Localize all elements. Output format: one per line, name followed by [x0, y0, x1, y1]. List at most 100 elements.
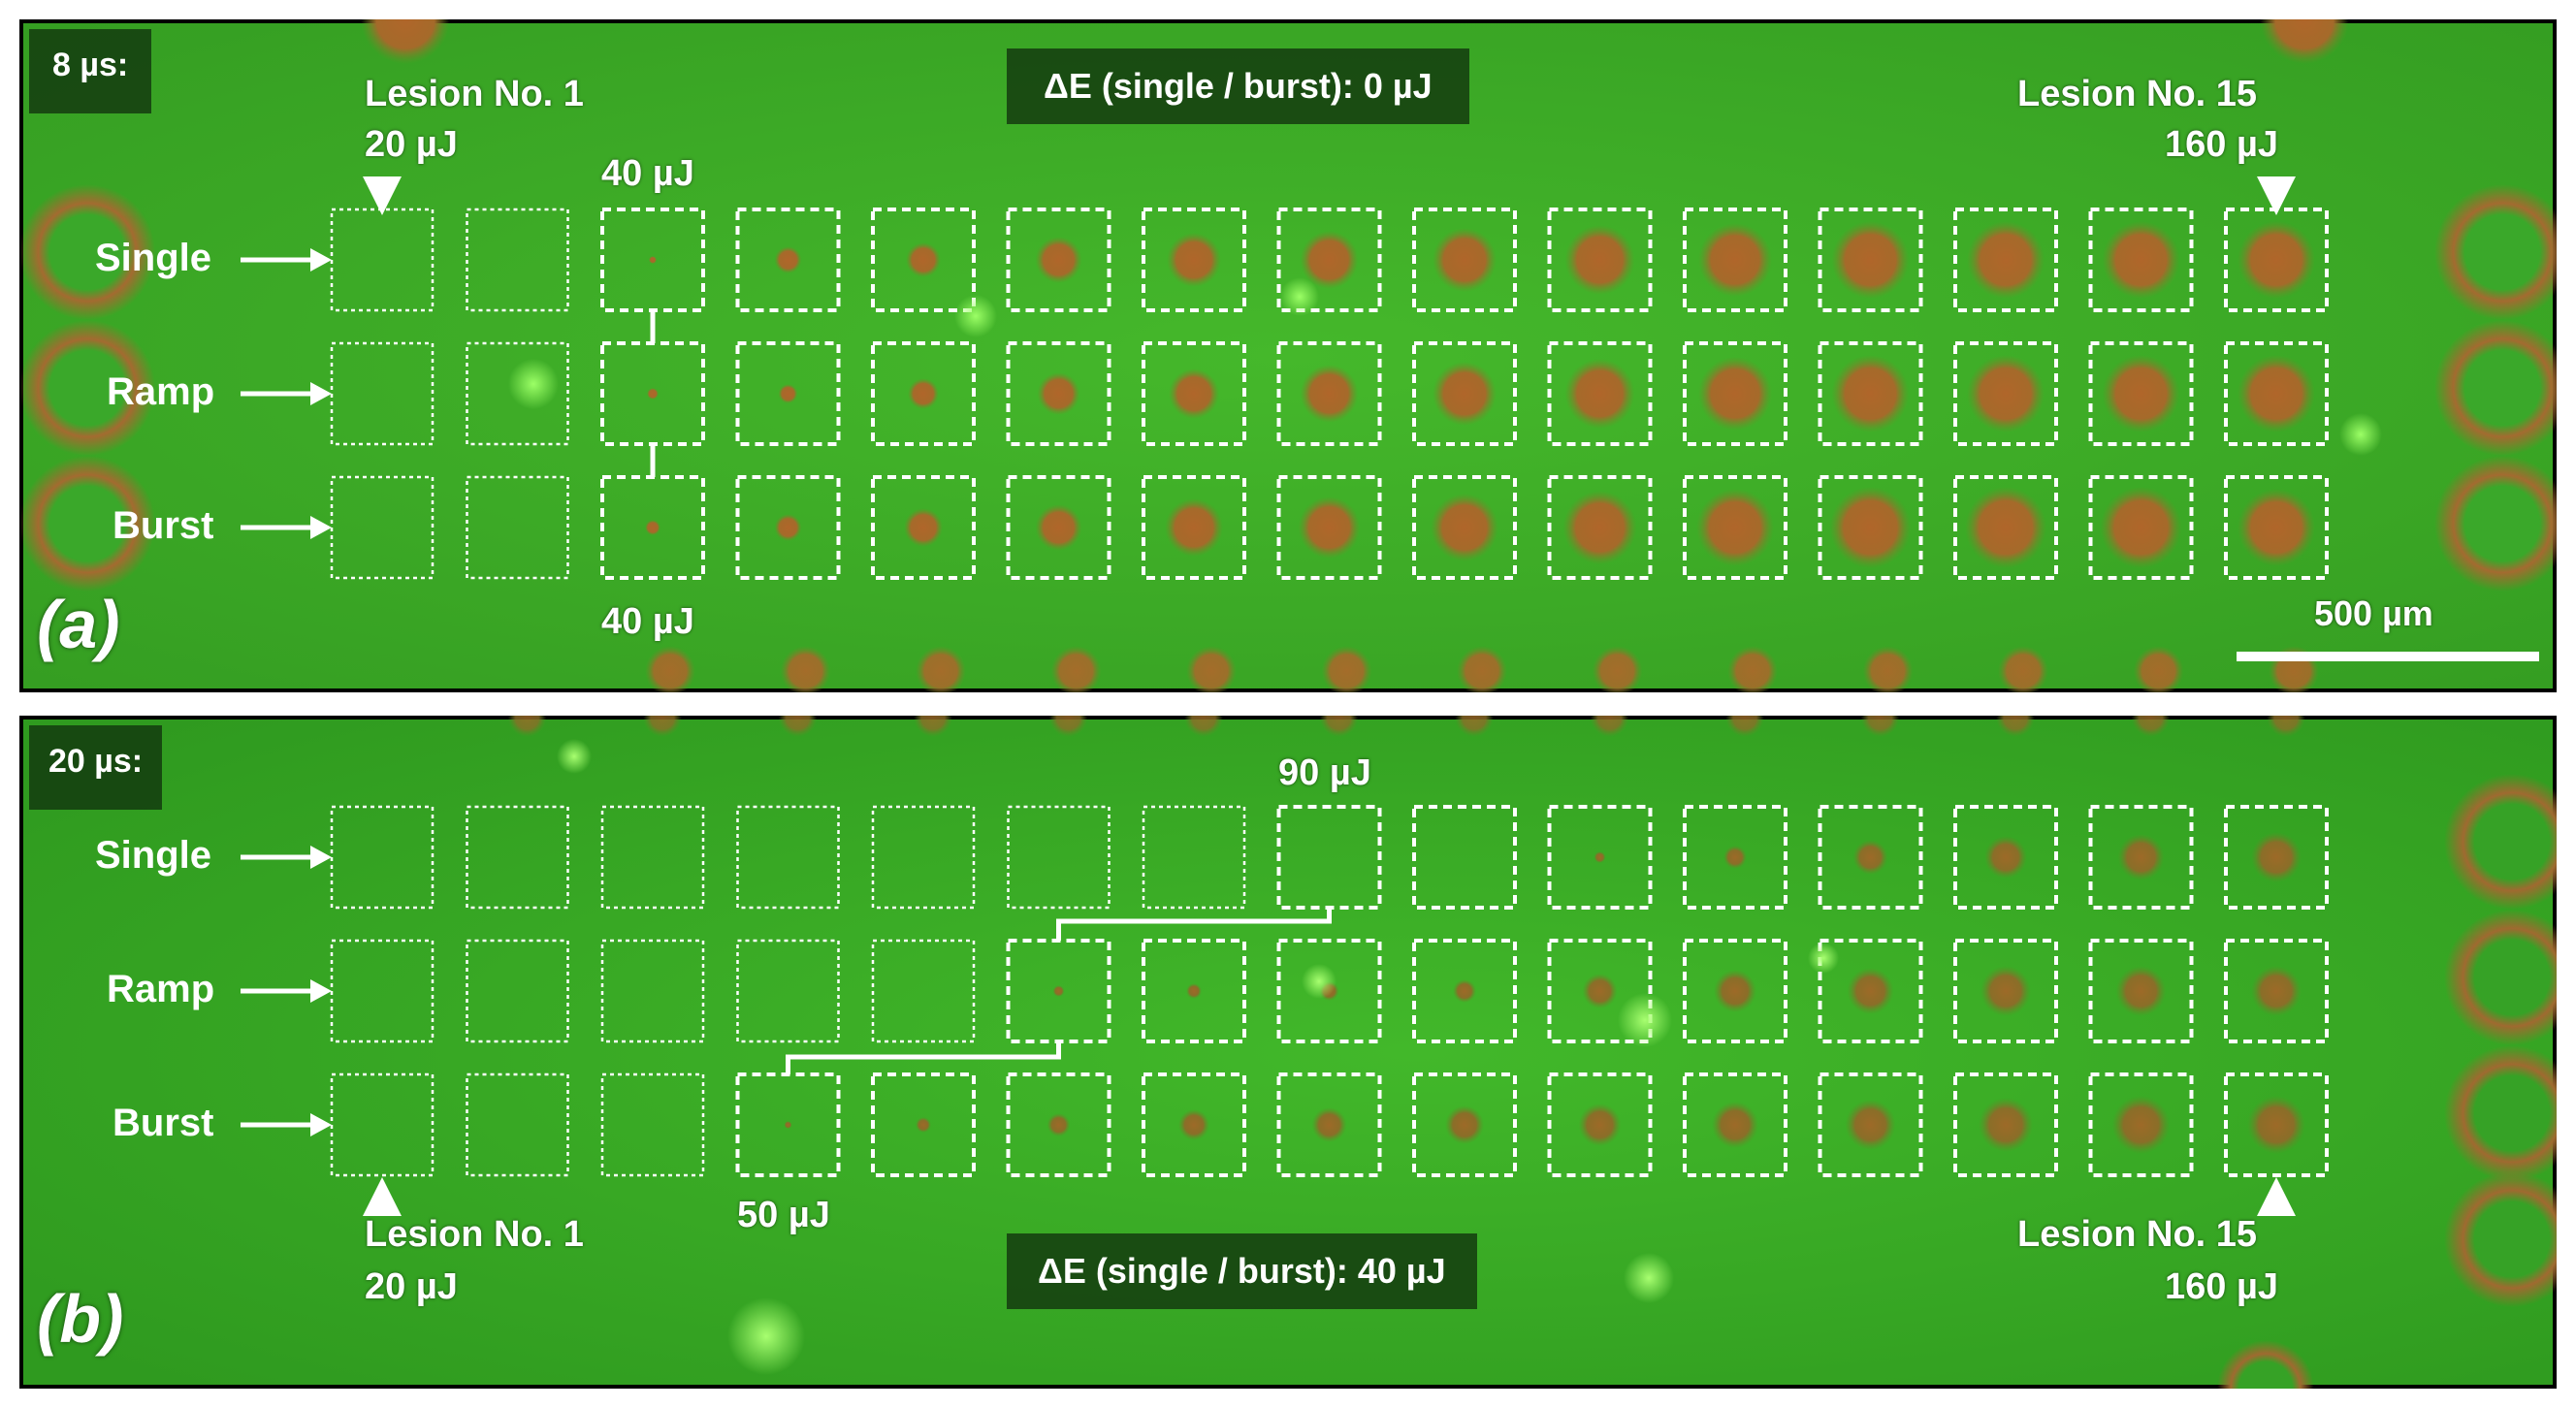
lesion-frame — [1412, 805, 1517, 910]
lesion — [1965, 487, 2046, 568]
lesion — [1578, 1104, 1622, 1146]
lesion-frame — [1818, 208, 1923, 312]
lesion-frame — [1006, 208, 1111, 312]
lesion-frame — [1412, 939, 1517, 1043]
lesion-frame — [2224, 805, 2329, 910]
lesion — [1582, 974, 1618, 1008]
edge-lesion — [1457, 646, 1507, 692]
lesion-frame — [1276, 475, 1382, 580]
ring-artifact — [2434, 456, 2557, 592]
lesion — [1564, 359, 1635, 429]
ring-artifact — [19, 320, 155, 456]
fluorescent-spot — [508, 359, 559, 409]
lesion — [1445, 1105, 1484, 1144]
lesion-frame — [1818, 341, 1923, 446]
ring-artifact — [2444, 1045, 2557, 1181]
lesion — [1698, 223, 1772, 297]
lesion — [906, 242, 941, 277]
pulse-duration-label: 20 µs: — [29, 725, 163, 810]
edge-lesion — [1590, 716, 1629, 737]
lesion — [1696, 489, 1774, 566]
lesion — [2238, 355, 2315, 432]
edge-lesion — [914, 716, 952, 737]
edge-lesion — [1862, 646, 1914, 692]
edge-lesion — [1592, 646, 1643, 692]
fluorescent-spot — [727, 1297, 805, 1375]
lesion — [1562, 491, 1637, 564]
edge-lesion — [1048, 716, 1088, 737]
lesion-frame — [2088, 341, 2194, 446]
lesion — [774, 514, 802, 541]
edge-lesion — [1725, 716, 1764, 737]
lesion-first-marker — [363, 1177, 402, 1216]
lesion-frame — [871, 805, 976, 910]
lesion-frame — [1547, 1072, 1653, 1177]
energy-last-label: 160 µJ — [2165, 1266, 2278, 1307]
panel-sublabel: (b) — [37, 1281, 124, 1357]
lesion-frame — [1142, 1072, 1246, 1177]
row-label-single: Single — [95, 834, 212, 877]
lesion-frame — [871, 939, 976, 1043]
edge-lesion — [643, 716, 682, 737]
delta-e-label: ΔE (single / burst): 40 µJ — [1007, 1233, 1477, 1309]
lesion — [1852, 840, 1888, 875]
lesion — [1698, 357, 1772, 431]
edge-lesion — [507, 716, 547, 737]
lesion — [1845, 1100, 1896, 1150]
lesion — [1052, 985, 1065, 997]
lesion-frame — [466, 805, 569, 910]
lesion-frame — [1953, 939, 2058, 1043]
lesion — [916, 1117, 931, 1133]
lesion — [2117, 834, 2165, 880]
lesion-frame — [1276, 1072, 1382, 1177]
lesion — [1433, 228, 1497, 292]
lesion-frame — [600, 939, 705, 1043]
lesion-last-marker — [2257, 1177, 2296, 1216]
threshold-connector — [1056, 908, 1332, 941]
lesion-frame — [2088, 208, 2194, 312]
lesion-frame — [871, 1072, 976, 1177]
lesion — [1714, 970, 1756, 1012]
lesion-frame — [600, 1072, 705, 1177]
fluorescence-image-a — [19, 19, 2557, 692]
fluorescent-spot — [1808, 943, 1839, 974]
edge-lesion — [916, 646, 966, 692]
lesion — [1300, 365, 1359, 423]
row-arrow-head — [310, 979, 332, 1003]
lesion-frame — [2224, 939, 2329, 1043]
lesion-frame — [466, 208, 569, 312]
lesion-frame — [1412, 475, 1517, 580]
ring-artifact — [2444, 1171, 2557, 1307]
lesion-frame — [1818, 805, 1923, 910]
ring-artifact — [2444, 910, 2557, 1045]
lesion-frame — [1683, 475, 1787, 580]
lesion — [1564, 225, 1635, 295]
ring-artifact — [2444, 774, 2557, 910]
edge-lesion — [1996, 716, 2035, 737]
lesion-first-marker — [363, 176, 402, 215]
lesion — [2247, 1096, 2305, 1154]
fluorescent-spot — [557, 739, 592, 774]
lesion-frame — [1818, 1072, 1923, 1177]
edge-lesion — [1321, 646, 1372, 692]
row-arrow-head — [310, 248, 332, 272]
lesion-last-label: Lesion No. 15 — [2017, 1214, 2258, 1255]
lesion-frame — [1142, 939, 1246, 1043]
lesion — [778, 384, 798, 403]
lesion-first-label: Lesion No. 1 — [365, 74, 584, 114]
lesion-frame — [871, 475, 976, 580]
row-arrow-head — [310, 382, 332, 405]
lesion — [649, 256, 657, 264]
row-label-single: Single — [95, 237, 212, 279]
lesion — [1984, 836, 2027, 879]
row-arrow-head — [310, 516, 332, 539]
lesion-frame — [1006, 1072, 1111, 1177]
lesion — [774, 246, 802, 273]
lesion — [1311, 1107, 1347, 1142]
lesion — [1178, 1109, 1209, 1140]
lesion-frame — [1953, 1072, 2058, 1177]
lesion — [1165, 498, 1223, 557]
lesion — [1298, 496, 1361, 559]
lesion-frame — [466, 475, 569, 580]
panel-sublabel: (a) — [37, 587, 120, 662]
